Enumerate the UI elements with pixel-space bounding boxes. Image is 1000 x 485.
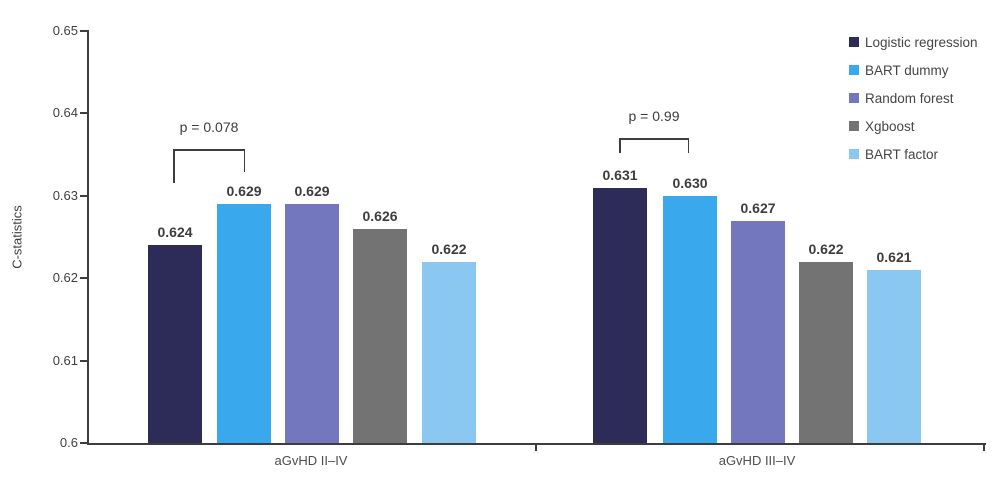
bar-value-label: 0.629 (226, 183, 262, 200)
x-axis-tick (535, 443, 537, 451)
bar-random-forest-group1 (285, 204, 339, 443)
legend-item-logistic-regression: Logistic regression (849, 28, 978, 56)
bar-xgboost-group1 (353, 228, 407, 443)
legend-item-random-forest: Random forest (849, 84, 978, 112)
bracket-right-leg (687, 138, 689, 153)
bar-value-label: 0.621 (876, 248, 912, 265)
bar-value-label: 0.630 (672, 174, 708, 191)
legend-item-xgboost: Xgboost (849, 112, 978, 140)
legend-item-bart-factor: BART factor (849, 140, 978, 168)
bar-value-label: 0.627 (740, 199, 776, 216)
bar-value-label: 0.624 (157, 224, 193, 241)
y-axis-tick (80, 442, 87, 444)
y-tick-label: 0.65 (52, 23, 78, 38)
bar-random-forest-group2 (731, 220, 785, 443)
legend-swatch-bart-factor (849, 149, 859, 159)
y-axis-line (87, 30, 89, 445)
legend-label: BART factor (865, 146, 939, 162)
y-axis-title: C-statistics (9, 205, 25, 269)
p-value-label: p = 0.078 (179, 119, 239, 135)
bar-value-label: 0.622 (808, 240, 844, 257)
y-axis-tick (80, 112, 87, 114)
bar-value-label: 0.622 (431, 240, 467, 257)
legend-label: Xgboost (865, 118, 915, 134)
bar-logistic-regression-group2 (593, 187, 647, 443)
legend: Logistic regression BART dummy Random fore… (849, 28, 978, 168)
legend-swatch-xgboost (849, 121, 859, 131)
legend-label: BART dummy (865, 62, 949, 78)
bracket-top-line (619, 138, 689, 140)
bar-value-label: 0.629 (294, 183, 330, 200)
bracket-left-leg (619, 138, 621, 153)
y-tick-label: 0.6 (59, 435, 78, 450)
legend-label: Logistic regression (865, 34, 978, 50)
legend-label: Random forest (865, 90, 954, 106)
y-axis-tick (80, 360, 87, 362)
y-tick-label: 0.64 (52, 105, 78, 120)
bracket-right-leg (243, 149, 245, 172)
legend-swatch-logistic-regression (849, 37, 859, 47)
bar-bart-dummy-group1 (217, 204, 271, 443)
legend-swatch-bart-dummy (849, 65, 859, 75)
bar-value-label: 0.626 (362, 207, 398, 224)
legend-swatch-random-forest (849, 93, 859, 103)
x-category-label: aGvHD III–IV (718, 453, 796, 468)
x-axis-tick (983, 443, 985, 451)
bracket-left-leg (173, 149, 175, 183)
y-axis-tick (80, 277, 87, 279)
y-tick-label: 0.61 (52, 353, 78, 368)
bar-value-label: 0.631 (602, 166, 638, 183)
x-category-label: aGvHD II–IV (274, 453, 348, 468)
p-value-label: p = 0.99 (628, 108, 680, 124)
bar-xgboost-group2 (799, 261, 853, 443)
bar-bart-factor-group2 (867, 269, 921, 443)
y-tick-label: 0.63 (52, 188, 78, 203)
bracket-top-line (173, 149, 245, 151)
y-tick-label: 0.62 (52, 270, 78, 285)
bar-bart-dummy-group2 (663, 195, 717, 443)
bar-logistic-regression-group1 (148, 245, 202, 443)
bar-bart-factor-group1 (422, 261, 476, 443)
legend-item-bart-dummy: BART dummy (849, 56, 978, 84)
y-axis-tick (80, 195, 87, 197)
y-axis-tick (80, 30, 87, 32)
